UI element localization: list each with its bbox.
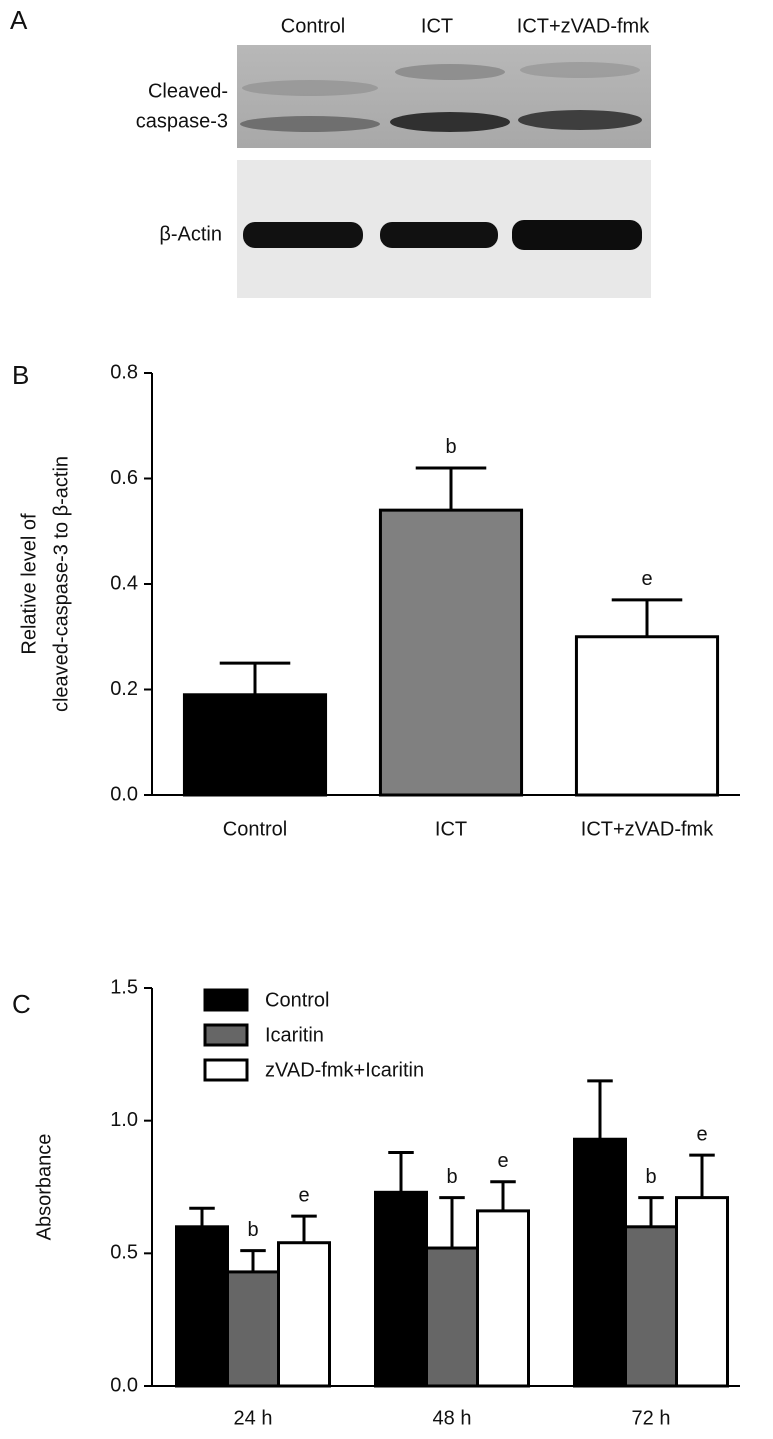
legend-swatch xyxy=(203,1058,249,1082)
x-tick-label: 48 h xyxy=(433,1407,472,1429)
x-tick-label: ICT+zVAD-fmk xyxy=(581,818,714,840)
panel-label: B xyxy=(12,360,29,390)
row-label: β-Actin xyxy=(159,223,222,245)
annotation: b xyxy=(445,436,456,458)
bar xyxy=(374,1190,428,1388)
bar xyxy=(476,1209,530,1388)
x-tick-label: 72 h xyxy=(632,1407,671,1429)
annotation: e xyxy=(641,568,652,590)
legend-label: zVAD-fmk+Icaritin xyxy=(265,1059,424,1081)
y-tick-label: 0.5 xyxy=(110,1242,138,1264)
y-tick-label: 1.0 xyxy=(110,1109,138,1131)
annotation: b xyxy=(446,1166,457,1188)
y-axis-label: cleaved-caspase-3 to β-actin xyxy=(50,456,72,712)
blot-image xyxy=(237,45,651,298)
lane-label: Control xyxy=(281,15,345,37)
lane-label: ICT xyxy=(421,15,453,37)
legend-label: Control xyxy=(265,989,329,1011)
annotation: e xyxy=(696,1123,707,1145)
panel-label: A xyxy=(10,5,28,35)
row-label: Cleaved- xyxy=(148,80,228,102)
legend-swatch xyxy=(203,1023,249,1047)
bar xyxy=(624,1225,678,1388)
bar xyxy=(175,1225,229,1388)
y-tick-label: 0.4 xyxy=(110,572,138,594)
bar xyxy=(425,1246,479,1388)
y-tick-label: 0.2 xyxy=(110,678,138,700)
annotation: b xyxy=(645,1166,656,1188)
x-tick-label: Control xyxy=(223,818,287,840)
bar xyxy=(182,693,328,797)
y-tick-label: 0.0 xyxy=(110,783,138,805)
annotation: b xyxy=(247,1219,258,1241)
lane-label: ICT+zVAD-fmk xyxy=(517,15,650,37)
legend-swatch xyxy=(203,988,249,1012)
y-axis-label: Absorbance xyxy=(33,1134,55,1241)
bar xyxy=(277,1241,331,1388)
bar xyxy=(675,1196,729,1388)
y-tick-label: 0.6 xyxy=(110,467,138,489)
panel-label: C xyxy=(12,989,31,1019)
bar xyxy=(574,635,720,797)
x-tick-label: 24 h xyxy=(234,1407,273,1429)
y-tick-label: 0.8 xyxy=(110,361,138,383)
legend-label: Icaritin xyxy=(265,1024,324,1046)
bar xyxy=(226,1270,280,1388)
y-tick-label: 1.5 xyxy=(110,976,138,998)
row-label: caspase-3 xyxy=(136,110,228,132)
y-tick-label: 0.0 xyxy=(110,1374,138,1396)
annotation: e xyxy=(497,1150,508,1172)
x-tick-label: ICT xyxy=(435,818,467,840)
annotation: e xyxy=(298,1184,309,1206)
bar xyxy=(378,508,524,797)
y-axis-label: Relative level of xyxy=(18,513,40,655)
bar xyxy=(573,1137,627,1388)
